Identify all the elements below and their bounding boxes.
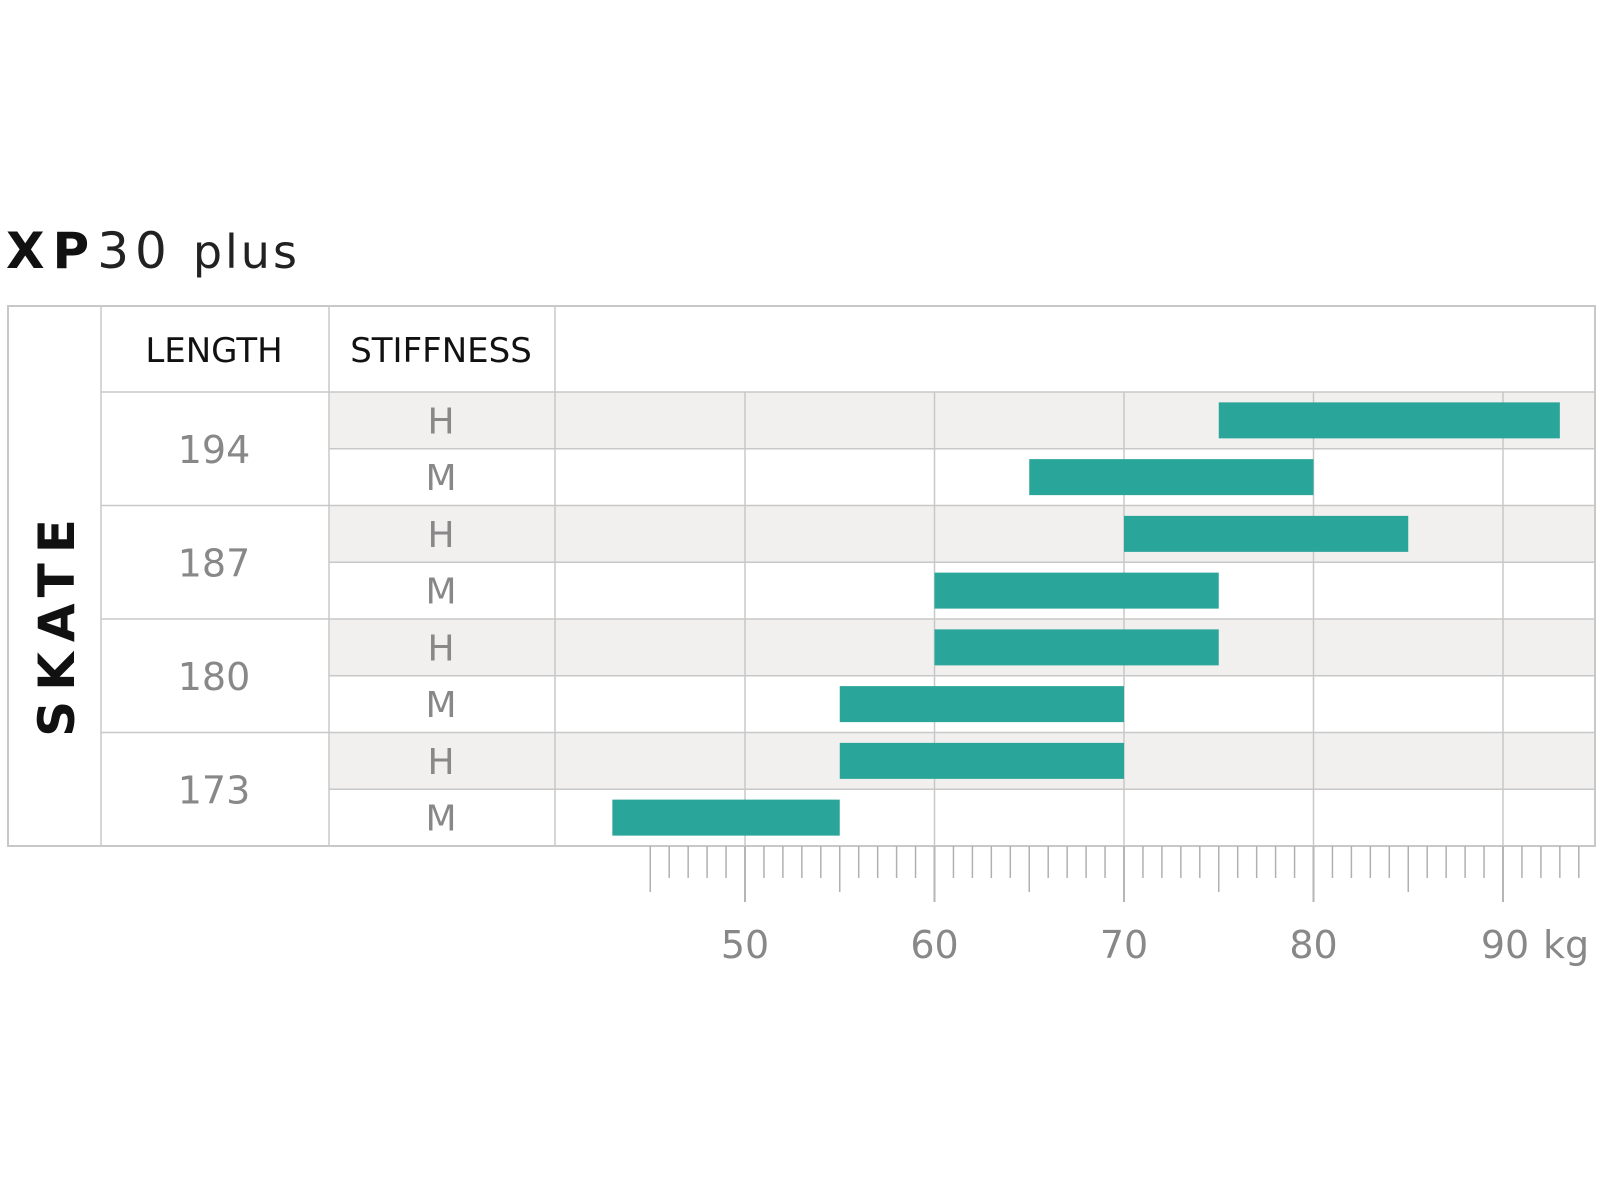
stiffness-label: H (427, 401, 454, 442)
tick-label: 50 (721, 923, 769, 967)
stiffness-header: STIFFNESS (350, 331, 532, 371)
title-model: 30 (97, 222, 173, 280)
length-label: 173 (178, 768, 251, 812)
title-brand: XP (6, 222, 97, 280)
bar-180-h (934, 629, 1219, 666)
bar-194-m (1029, 459, 1314, 496)
bars (612, 402, 1560, 836)
stiffness-label: M (425, 572, 456, 613)
title-suffix: plus (193, 225, 300, 279)
table-frame (7, 305, 1596, 847)
x-axis: 50 60 70 80 90 kg (649, 846, 1589, 967)
bar-173-m (612, 799, 840, 836)
table-labels: LENGTH STIFFNESS SKATE H194MH187MH180MH1… (28, 331, 532, 840)
stiffness-label: H (427, 742, 454, 783)
length-label: 187 (178, 541, 251, 585)
bar-187-m (934, 572, 1219, 609)
bar-180-m (839, 686, 1124, 723)
bar-194-h (1218, 402, 1560, 439)
length-label: 180 (178, 655, 251, 699)
length-header: LENGTH (145, 331, 282, 371)
length-label: 194 (178, 428, 251, 472)
stiffness-label: M (425, 458, 456, 499)
unit-label: kg (1543, 923, 1589, 967)
stiffness-label: H (427, 515, 454, 556)
stiffness-label: H (427, 628, 454, 669)
bar-187-h (1124, 515, 1409, 552)
stiffness-label: M (425, 685, 456, 726)
stiffness-label: M (425, 799, 456, 840)
tick-label: 90 (1481, 923, 1529, 967)
tick-label: 80 (1289, 923, 1337, 967)
section-label: SKATE (28, 509, 86, 737)
chart-title: XP30 plus (6, 222, 300, 280)
bar-173-h (839, 742, 1124, 779)
tick-label: 70 (1100, 923, 1148, 967)
tick-label: 60 (910, 923, 958, 967)
